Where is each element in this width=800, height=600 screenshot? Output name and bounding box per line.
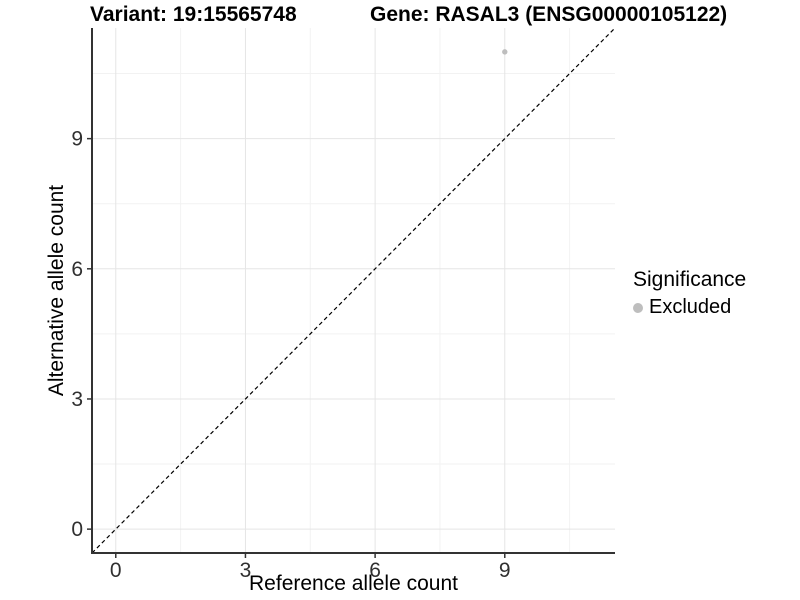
y-tick-label: 6 — [71, 258, 83, 281]
x-tick-label: 6 — [369, 559, 381, 582]
x-tick-label: 3 — [240, 559, 252, 582]
legend-item-label: Excluded — [649, 296, 732, 318]
legend-title: Significance — [633, 268, 747, 291]
data-point — [502, 49, 508, 55]
x-tick-label: 0 — [110, 559, 122, 582]
x-axis-label: Reference allele count — [249, 572, 458, 595]
legend: Significance Excluded — [633, 268, 746, 319]
y-tick-label: 0 — [71, 518, 83, 541]
legend-item-excluded: Excluded — [633, 296, 746, 319]
plot-title-gene: Gene: RASAL3 (ENSG00000105122) — [370, 3, 728, 26]
y-tick-label: 3 — [71, 388, 83, 411]
y-axis-label: Alternative allele count — [45, 184, 68, 397]
identity-dashed-line — [91, 27, 616, 554]
y-tick-label: 9 — [71, 128, 83, 151]
x-tick-label: 9 — [499, 559, 511, 582]
excluded-point-icon — [633, 302, 643, 313]
plot-title-variant: Variant: 19:15565748 — [90, 3, 297, 26]
